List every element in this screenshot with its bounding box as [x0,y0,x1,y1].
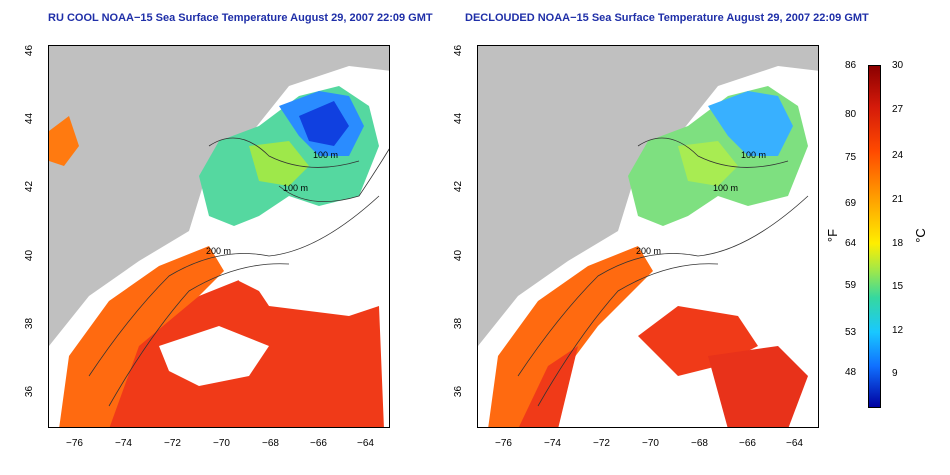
left-lon-tick: −68 [262,438,279,449]
celsius-tick: 12 [892,325,904,336]
contour-label: 200 m [636,246,662,256]
contour-label: 100 m [713,183,739,193]
celsius-tick: 21 [892,194,904,205]
fahrenheit-tick: 64 [845,238,857,249]
left-lon-tick: −70 [213,438,230,449]
left-lon-tick: −64 [357,438,374,449]
right-lon-tick: −68 [691,438,708,449]
left-lat-tick: 44 [24,112,36,125]
left-lon-tick: −74 [115,438,132,449]
right-lat-tick: 46 [453,44,465,57]
left-lon-tick: −66 [310,438,327,449]
right-lat-tick: 36 [453,385,465,398]
left-lat-tick: 36 [24,385,36,398]
left-lat-tick: 42 [24,180,36,193]
fahrenheit-unit-label: °F [825,228,841,243]
fahrenheit-tick: 75 [845,152,857,163]
right-lon-tick: −66 [739,438,756,449]
fahrenheit-tick: 86 [845,60,857,71]
celsius-tick: 9 [892,368,898,379]
celsius-tick: 30 [892,60,904,71]
temperature-colorbar [868,65,881,408]
celsius-tick: 15 [892,281,904,292]
right-map-title: DECLOUDED NOAA−15 Sea Surface Temperatur… [465,12,869,24]
fahrenheit-tick: 80 [845,109,857,120]
contour-label: 100 m [741,150,767,160]
celsius-tick: 27 [892,104,904,115]
right-lat-tick: 40 [453,249,465,262]
left-lon-tick: −72 [164,438,181,449]
fahrenheit-tick: 69 [845,198,857,209]
fahrenheit-tick: 59 [845,280,857,291]
contour-label: 100 m [313,150,339,160]
right-lon-tick: −70 [642,438,659,449]
celsius-tick: 18 [892,238,904,249]
left-lat-tick: 40 [24,249,36,262]
right-lon-tick: −74 [544,438,561,449]
right-lon-tick: −76 [495,438,512,449]
right-lat-tick: 38 [453,317,465,330]
left-sst-map [48,45,390,428]
left-lat-tick: 46 [24,44,36,57]
fahrenheit-tick: 48 [845,367,857,378]
contour-label: 200 m [206,246,232,256]
right-lat-tick: 44 [453,112,465,125]
right-lat-tick: 42 [453,180,465,193]
celsius-tick: 24 [892,150,904,161]
fahrenheit-tick: 53 [845,327,857,338]
left-map-title: RU COOL NOAA−15 Sea Surface Temperature … [48,12,433,24]
left-lat-tick: 38 [24,317,36,330]
left-lon-tick: −76 [66,438,83,449]
right-lon-tick: −64 [786,438,803,449]
celsius-unit-label: °C [912,228,928,243]
right-lon-tick: −72 [593,438,610,449]
right-sst-map [477,45,819,428]
contour-label: 100 m [283,183,309,193]
